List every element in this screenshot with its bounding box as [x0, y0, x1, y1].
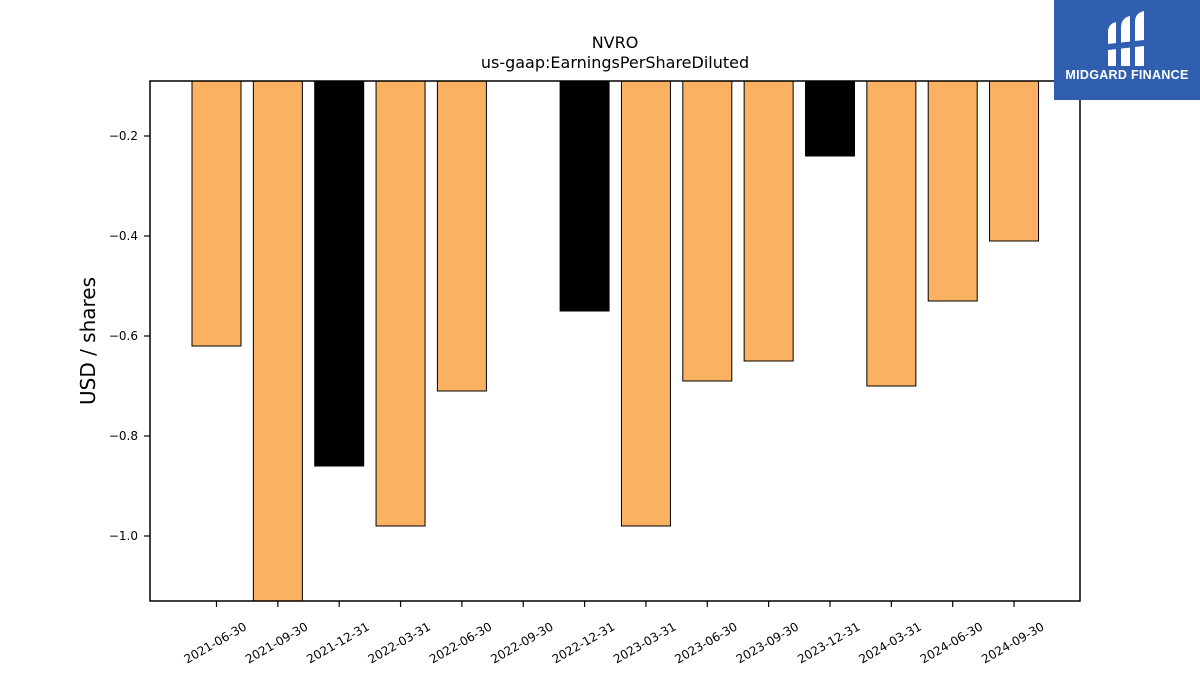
bar-2021-12-31: [314, 80, 365, 467]
x-tick-label: 2022-09-30: [488, 619, 555, 666]
y-tick-label: −0.4: [109, 229, 138, 243]
x-tick-label: 2023-09-30: [734, 619, 801, 666]
bar-2022-12-31: [559, 80, 610, 312]
y-tick-label: −0.8: [109, 429, 138, 443]
chart-subtitle: us-gaap:EarningsPerShareDiluted: [481, 53, 749, 72]
bar-2024-06-30: [927, 80, 978, 302]
bar-2022-06-30: [436, 80, 487, 392]
bar-2023-09-30: [743, 80, 794, 362]
x-tick-label: 2024-09-30: [979, 619, 1046, 666]
y-tick-label: −0.6: [109, 329, 138, 343]
midgard-finance-logo: MIDGARD FINANCE: [1054, 0, 1200, 100]
x-tick-label: 2022-03-31: [366, 619, 433, 666]
bar-2022-03-31: [375, 80, 426, 527]
bar-2021-06-30: [191, 80, 242, 347]
x-tick-label: 2022-06-30: [427, 619, 494, 666]
x-tick-label: 2021-12-31: [304, 619, 371, 666]
x-tick-label: 2023-12-31: [795, 619, 862, 666]
x-tick-label: 2023-06-30: [672, 619, 739, 666]
midgard-logo-icon: [1108, 11, 1144, 66]
bar-2023-03-31: [620, 80, 671, 527]
bar-2024-09-30: [989, 80, 1040, 242]
x-tick-label: 2021-09-30: [243, 619, 310, 666]
x-tick-label: 2023-03-31: [611, 619, 678, 666]
logo-text: MIDGARD FINANCE: [1065, 68, 1189, 82]
x-tick-label: 2021-06-30: [182, 619, 249, 666]
bar-2023-06-30: [682, 80, 733, 382]
bar-2021-09-30: [252, 80, 303, 602]
chart-title: NVRO: [592, 33, 639, 52]
bar-2024-03-31: [866, 80, 917, 387]
x-tick-label: 2024-03-31: [856, 619, 923, 666]
x-tick-label: 2024-06-30: [918, 619, 985, 666]
y-tick-label: −0.2: [109, 129, 138, 143]
bar-2023-12-31: [805, 80, 855, 157]
y-tick-label: −1.0: [109, 529, 138, 543]
x-tick-label: 2022-12-31: [550, 619, 617, 666]
y-axis-label: USD / shares: [76, 277, 100, 405]
plot-frame: [149, 80, 1081, 602]
